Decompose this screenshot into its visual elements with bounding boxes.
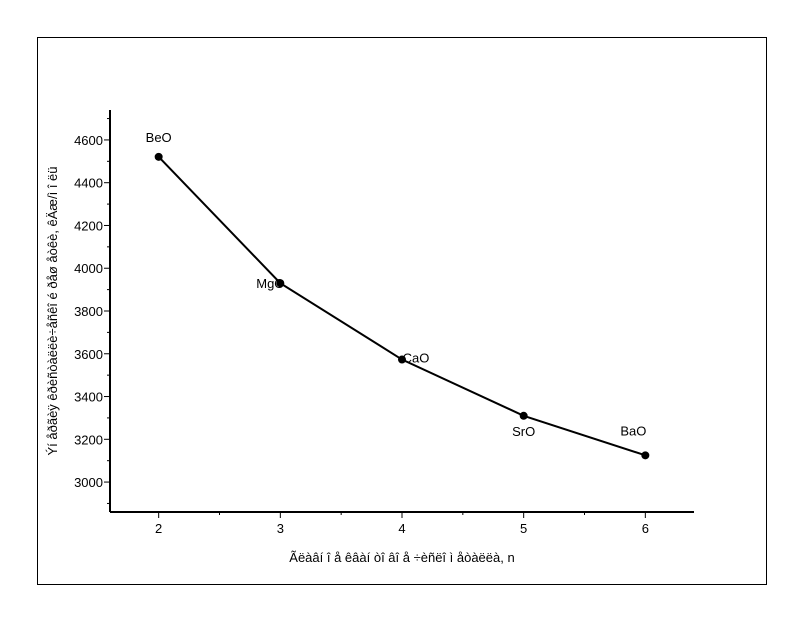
data-point-label: BeO <box>146 130 172 145</box>
y-axis-title: Ýí åðãèÿ êðèñòàëëè÷åñêî é ðåø åòêè, êÄæ/… <box>45 166 60 455</box>
data-point-marker <box>519 411 528 420</box>
y-tick-label: 4200 <box>74 218 103 233</box>
series-polyline <box>157 156 646 457</box>
ticks: 3000 3200 3400 3600 3800 4000 4200 4400 4600 2 3 4 5… <box>74 118 649 536</box>
y-tick-label: 3200 <box>74 432 103 447</box>
data-point-label: MgO <box>256 276 284 291</box>
data-point-marker <box>276 279 285 288</box>
data-point-marker <box>154 152 163 161</box>
y-tick-label: 4600 <box>74 133 103 148</box>
data-point-label: BaO <box>620 423 646 438</box>
x-tick-label: 4 <box>398 521 405 536</box>
data-point-label: SrO <box>512 424 535 439</box>
y-tick-label: 3000 <box>74 475 103 490</box>
x-tick-label: 6 <box>642 521 649 536</box>
axes <box>109 110 694 513</box>
y-tick-label: 3600 <box>74 347 103 362</box>
y-tick-label: 3800 <box>74 304 103 319</box>
y-tick-label: 4400 <box>74 176 103 191</box>
point-labels: BeO MgO CaO SrO BaO <box>146 130 647 439</box>
chart-frame <box>37 37 767 585</box>
x-tick-label: 3 <box>277 521 284 536</box>
x-axis-title: Ãëàâí î å êâàí òî âî å ÷èñëî ì åòàëëà, n <box>289 550 514 565</box>
x-tick-label: 5 <box>520 521 527 536</box>
data-point-marker <box>641 451 650 460</box>
series-line <box>154 152 650 460</box>
y-tick-label: 4000 <box>74 261 103 276</box>
x-tick-label: 2 <box>155 521 162 536</box>
data-point-label: CaO <box>403 351 430 366</box>
y-tick-label: 3400 <box>74 390 103 405</box>
data-point-marker <box>398 355 406 364</box>
